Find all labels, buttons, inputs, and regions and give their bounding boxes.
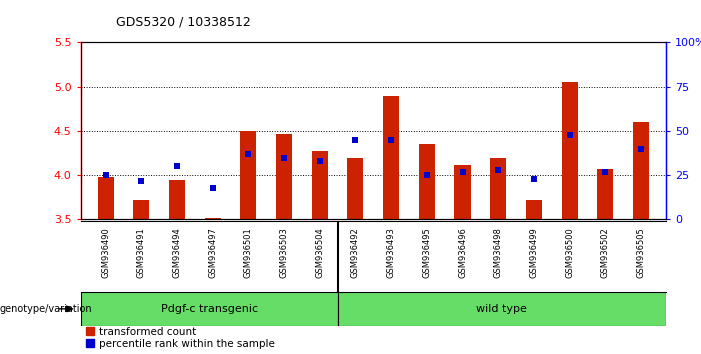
Bar [490,158,506,219]
Text: GDS5320 / 10338512: GDS5320 / 10338512 [116,15,250,28]
Bar [348,158,363,219]
Legend: transformed count, percentile rank within the sample: transformed count, percentile rank withi… [86,327,275,349]
Text: wild type: wild type [477,304,527,314]
Text: GSM936495: GSM936495 [422,227,431,278]
Bar [133,200,149,219]
Bar [383,96,399,219]
Text: GSM936503: GSM936503 [280,227,289,278]
Bar [81,292,338,326]
Text: GSM936493: GSM936493 [387,227,395,278]
Text: GSM936504: GSM936504 [315,227,325,278]
Bar [205,218,221,219]
Text: GSM936492: GSM936492 [351,227,360,278]
Bar [97,177,114,219]
Bar [169,179,185,219]
Text: Pdgf-c transgenic: Pdgf-c transgenic [161,304,258,314]
Bar [454,165,470,219]
Text: GSM936494: GSM936494 [172,227,182,278]
Bar [526,200,542,219]
Bar [597,169,613,219]
Bar [276,134,292,219]
Bar [562,82,578,219]
Text: GSM936496: GSM936496 [458,227,467,278]
Text: GSM936499: GSM936499 [529,227,538,278]
Text: GSM936497: GSM936497 [208,227,217,278]
Text: GSM936501: GSM936501 [244,227,253,278]
Bar [633,122,649,219]
Bar [240,131,257,219]
Bar [338,292,666,326]
Text: GSM936491: GSM936491 [137,227,146,278]
Text: GSM936490: GSM936490 [101,227,110,278]
Text: GSM936505: GSM936505 [637,227,646,278]
Text: genotype/variation: genotype/variation [0,304,93,314]
Bar [312,152,328,219]
Bar [418,144,435,219]
Text: GSM936502: GSM936502 [601,227,610,278]
Text: GSM936500: GSM936500 [565,227,574,278]
Text: GSM936498: GSM936498 [494,227,503,278]
